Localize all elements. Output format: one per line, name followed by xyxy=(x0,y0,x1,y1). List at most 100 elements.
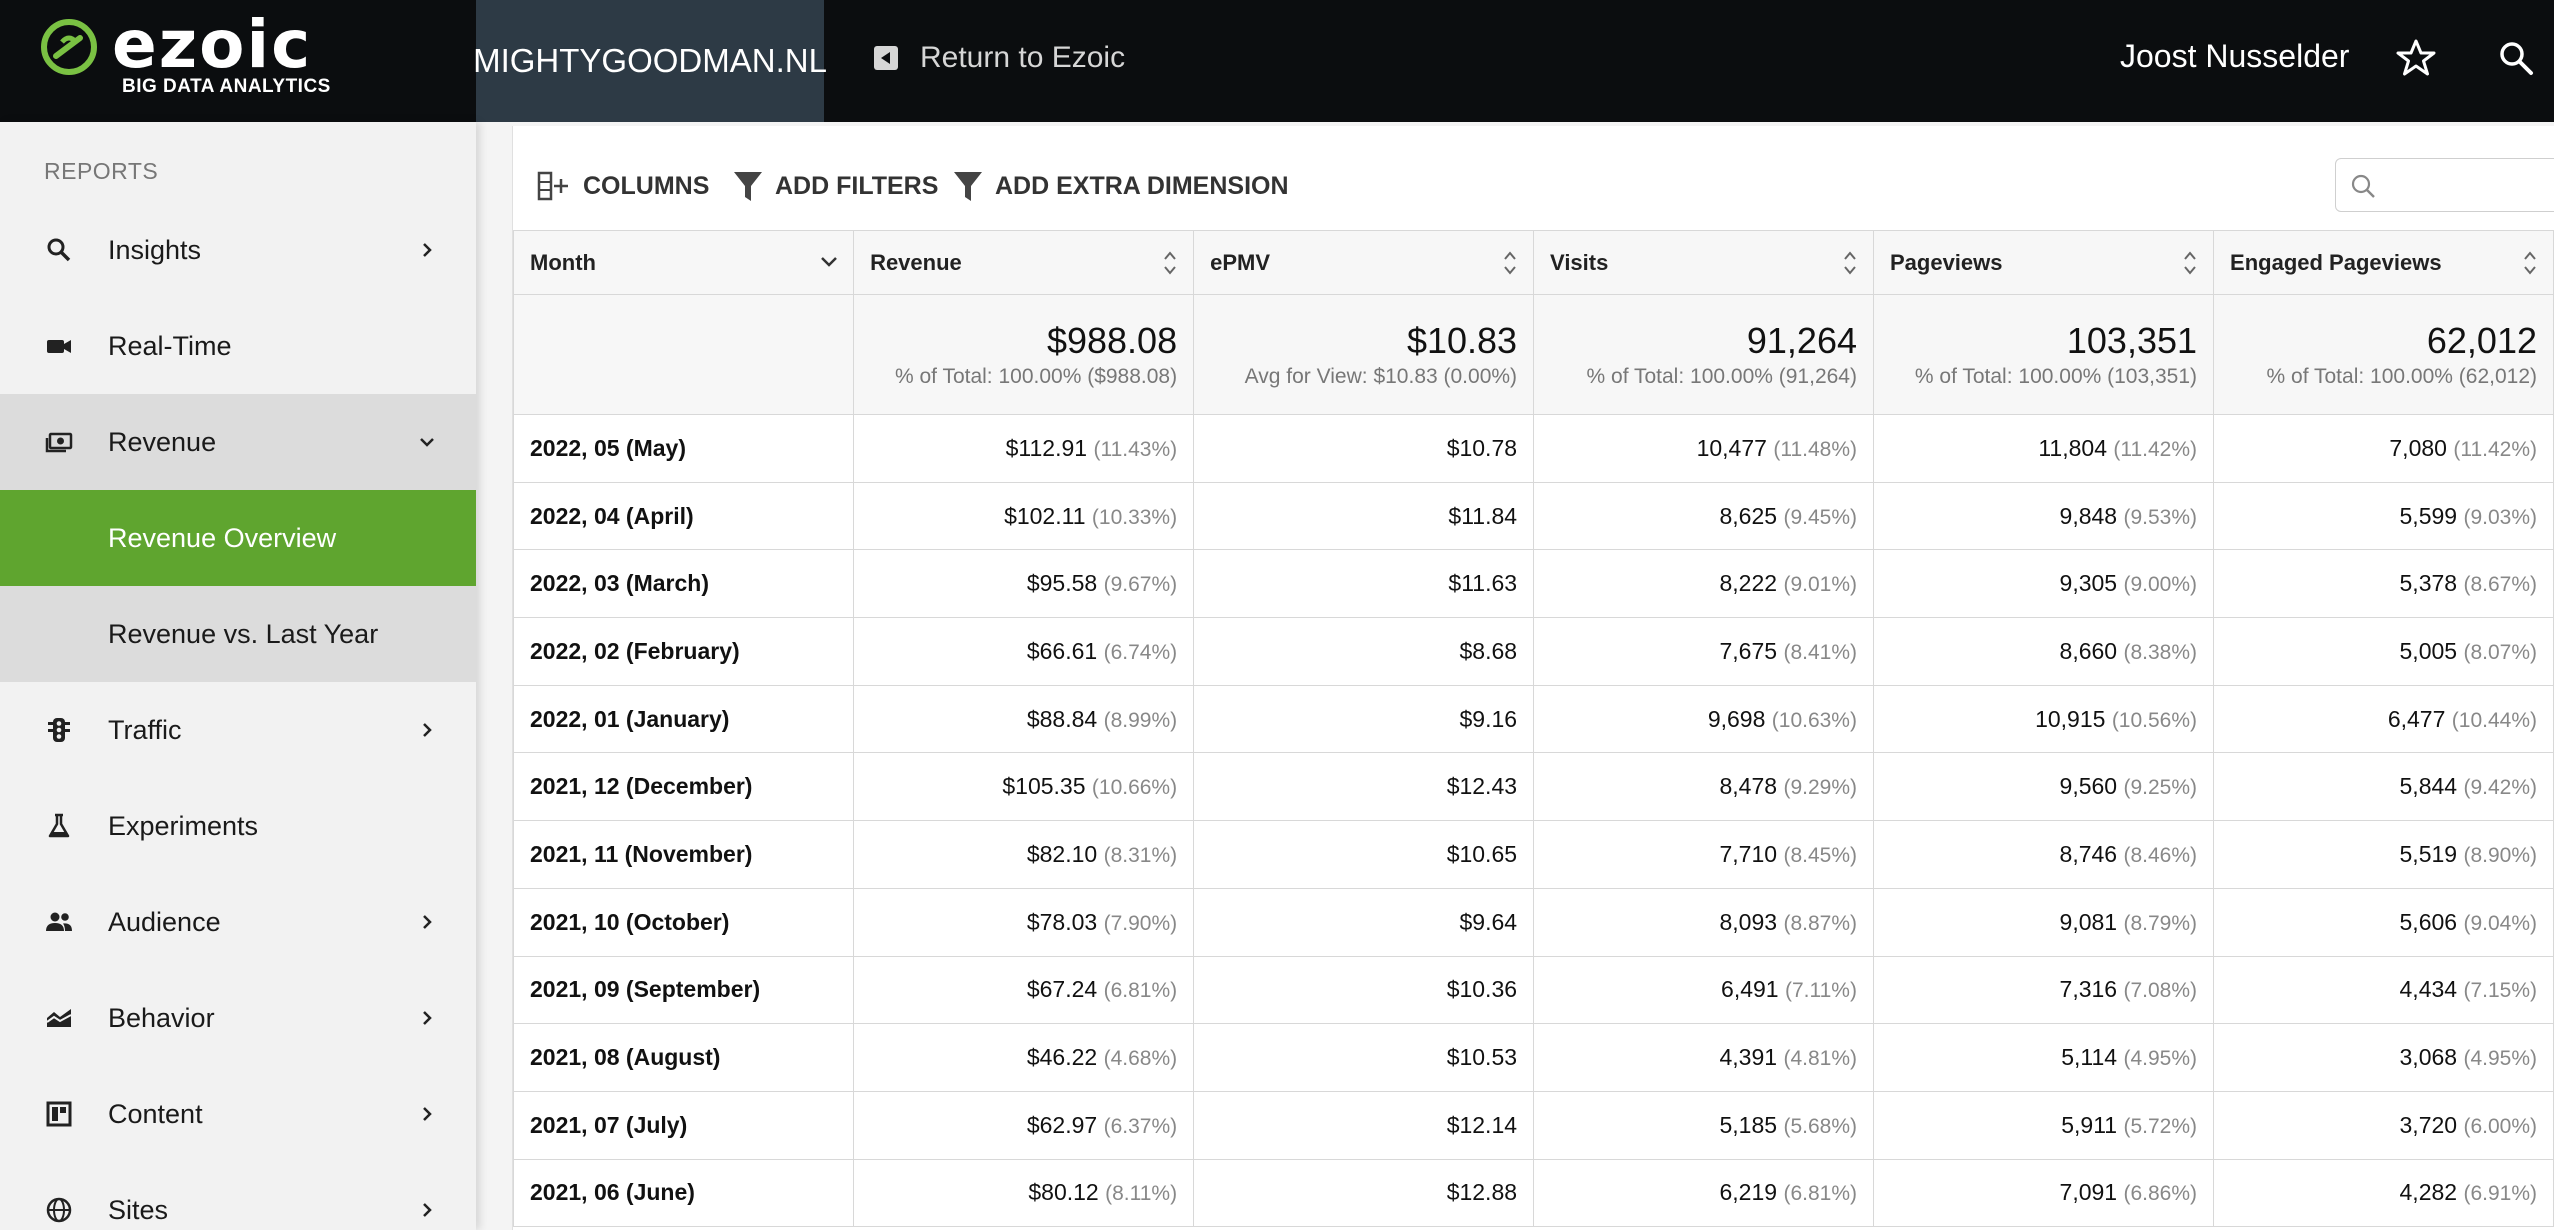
sidebar-item-real-time[interactable]: Real-Time xyxy=(0,298,476,394)
cell-epmv: $10.36 xyxy=(1193,955,1535,1025)
column-header-visits[interactable]: Visits xyxy=(1533,230,1874,295)
totals-cell-engaged-pageviews: 62,012 % of Total: 100.00% (62,012) xyxy=(2213,294,2554,415)
cell-percent: (10.66%) xyxy=(1091,776,1178,800)
sidebar-item-behavior[interactable]: Behavior xyxy=(0,970,476,1066)
table-row[interactable]: 2021, 06 (June) $80.12 (8.11%) $12.88 6,219… xyxy=(512,1158,2554,1228)
table-row[interactable]: 2021, 11 (November) $82.10 (8.31%) $10.65 7… xyxy=(512,820,2554,889)
site-selector[interactable]: MIGHTYGOODMAN.NL xyxy=(473,0,827,122)
cell-value: 8,660 xyxy=(2059,637,2118,664)
report-panel: COLUMNS ADD FILTERS ADD EXTRA DIMENSION xyxy=(512,126,2554,1230)
table-search-input[interactable] xyxy=(2386,167,2554,203)
table-row[interactable]: 2022, 04 (April) $102.11 (10.33%) $11.84 8,… xyxy=(512,481,2554,551)
cell-value: 5,378 xyxy=(2399,570,2458,597)
total-value: 91,264 xyxy=(1746,319,1857,361)
cell-value: $88.84 xyxy=(1026,705,1098,732)
cell-percent: (10.33%) xyxy=(1091,505,1178,529)
cell-value: 9,081 xyxy=(2059,908,2118,935)
cell-value: 5,844 xyxy=(2399,773,2458,800)
cell-revenue: $80.12 (8.11%) xyxy=(853,1158,1195,1228)
cell-revenue: $88.84 (8.99%) xyxy=(853,684,1195,754)
sidebar-item-insights[interactable]: Insights xyxy=(0,202,476,298)
cell-percent: (5.68%) xyxy=(1783,1114,1857,1138)
cell-value: $102.11 xyxy=(1004,502,1086,529)
sidebar-item-revenue-overview[interactable]: Revenue Overview xyxy=(0,490,476,586)
cell-percent: (8.07%) xyxy=(2463,640,2537,664)
back-arrow-icon xyxy=(874,46,898,70)
add-extra-dimension-button[interactable]: ADD EXTRA DIMENSION xyxy=(953,166,1289,206)
sort-icon xyxy=(1844,251,1856,275)
cell-percent: (11.43%) xyxy=(1093,437,1178,461)
cell-visits: 6,491 (7.11%) xyxy=(1533,955,1874,1025)
column-header-pageviews[interactable]: Pageviews xyxy=(1872,230,2215,295)
sidebar-item-traffic[interactable]: Traffic xyxy=(0,682,476,778)
cell-month: 2022, 03 (March) xyxy=(512,549,855,619)
total-subtext: % of Total: 100.00% (62,012) xyxy=(2266,364,2537,388)
table-row[interactable]: 2021, 08 (August) $46.22 (4.68%) $10.53 4,3… xyxy=(512,1023,2554,1092)
table-row[interactable]: 2021, 09 (September) $67.24 (6.81%) $10.36… xyxy=(512,955,2554,1025)
cell-percent: (8.45%) xyxy=(1783,843,1857,867)
chevron-right-icon xyxy=(423,243,432,257)
cell-value: 4,282 xyxy=(2399,1179,2458,1206)
star-icon[interactable] xyxy=(2396,38,2436,78)
sidebar-item-label: Behavior xyxy=(108,1002,215,1033)
sidebar-item-revenue-vs-last-year[interactable]: Revenue vs. Last Year xyxy=(0,586,476,682)
sidebar-item-sites[interactable]: Sites xyxy=(0,1162,476,1230)
sidebar-item-content[interactable]: Content xyxy=(0,1066,476,1162)
column-header-label: Month xyxy=(530,249,596,275)
chevron-down-icon xyxy=(821,257,837,267)
cell-revenue: $95.58 (9.67%) xyxy=(853,549,1195,619)
total-value: $988.08 xyxy=(1046,319,1178,361)
sidebar-item-revenue[interactable]: Revenue xyxy=(0,394,476,490)
cell-value: 5,599 xyxy=(2399,502,2458,529)
cell-value: 5,606 xyxy=(2399,908,2458,935)
sidebar-item-audience[interactable]: Audience xyxy=(0,874,476,970)
table-row[interactable]: 2021, 10 (October) $78.03 (7.90%) $9.64 8,0… xyxy=(512,887,2554,957)
sidebar-item-label: Revenue vs. Last Year xyxy=(108,618,379,649)
cell-percent: (11.42%) xyxy=(2453,437,2537,461)
table-row[interactable]: 2021, 12 (December) $105.35 (10.66%) $12.4… xyxy=(512,752,2554,822)
column-header-engaged-pageviews[interactable]: Engaged Pageviews xyxy=(2213,230,2554,295)
table-row[interactable]: 2022, 01 (January) $88.84 (8.99%) $9.16 9,6… xyxy=(512,684,2554,754)
search-icon[interactable] xyxy=(2498,40,2534,76)
sort-icon xyxy=(1504,251,1516,275)
total-subtext: % of Total: 100.00% (91,264) xyxy=(1586,364,1857,388)
ezoic-logo[interactable]: ezoic BIG DATA ANALYTICS xyxy=(40,10,340,104)
cell-percent: (10.44%) xyxy=(2451,708,2537,732)
video-camera-icon xyxy=(47,340,71,353)
column-header-revenue[interactable]: Revenue xyxy=(853,230,1195,295)
add-filters-button[interactable]: ADD FILTERS xyxy=(733,166,938,206)
sidebar: REPORTS Insights Real-Time Revenue Reven… xyxy=(0,122,476,1230)
cell-percent: (5.72%) xyxy=(2123,1114,2198,1138)
cell-percent: (9.29%) xyxy=(1783,776,1857,800)
cell-value: $78.03 xyxy=(1026,908,1098,935)
table-row[interactable]: 2021, 07 (July) $62.97 (6.37%) $12.14 5,185… xyxy=(512,1090,2554,1160)
column-header-epmv[interactable]: ePMV xyxy=(1193,230,1535,295)
cell-value: 11,804 xyxy=(2038,434,2107,461)
cell-visits: 6,219 (6.81%) xyxy=(1533,1158,1874,1228)
cell-value: 5,519 xyxy=(2399,840,2458,867)
cell-visits: 7,710 (8.45%) xyxy=(1533,820,1874,889)
table-row[interactable]: 2022, 03 (March) $95.58 (9.67%) $11.63 8,22… xyxy=(512,549,2554,619)
column-header-label: Revenue xyxy=(870,249,962,275)
cell-engaged-pageviews: 4,282 (6.91%) xyxy=(2213,1158,2554,1228)
table-row[interactable]: 2022, 05 (May) $112.91 (11.43%) $10.78 10,4… xyxy=(512,414,2554,483)
table-row[interactable]: 2022, 02 (February) $66.61 (6.74%) $8.68 7,… xyxy=(512,617,2554,686)
cell-percent: (6.81%) xyxy=(1103,979,1178,1003)
cell-engaged-pageviews: 7,080 (11.42%) xyxy=(2213,414,2554,483)
cell-value: 5,005 xyxy=(2399,637,2458,664)
cell-pageviews: 7,316 (7.08%) xyxy=(1872,955,2215,1025)
cell-month: 2022, 01 (January) xyxy=(512,684,855,754)
cell-pageviews: 8,746 (8.46%) xyxy=(1872,820,2215,889)
cell-value: 5,185 xyxy=(1719,1111,1778,1138)
cell-pageviews: 10,915 (10.56%) xyxy=(1872,684,2215,754)
user-name[interactable]: Joost Nusselder xyxy=(2120,38,2350,74)
return-to-ezoic-link[interactable]: Return to Ezoic xyxy=(874,38,1125,78)
cell-value: $95.58 xyxy=(1026,570,1098,597)
total-value: $10.83 xyxy=(1406,319,1518,361)
cell-percent: (4.95%) xyxy=(2123,1047,2198,1071)
sidebar-item-experiments[interactable]: Experiments xyxy=(0,778,476,874)
cell-month: 2022, 04 (April) xyxy=(512,481,855,551)
columns-button[interactable]: COLUMNS xyxy=(537,166,709,206)
table-search-box[interactable] xyxy=(2335,158,2554,212)
column-header-month[interactable]: Month xyxy=(512,230,855,295)
